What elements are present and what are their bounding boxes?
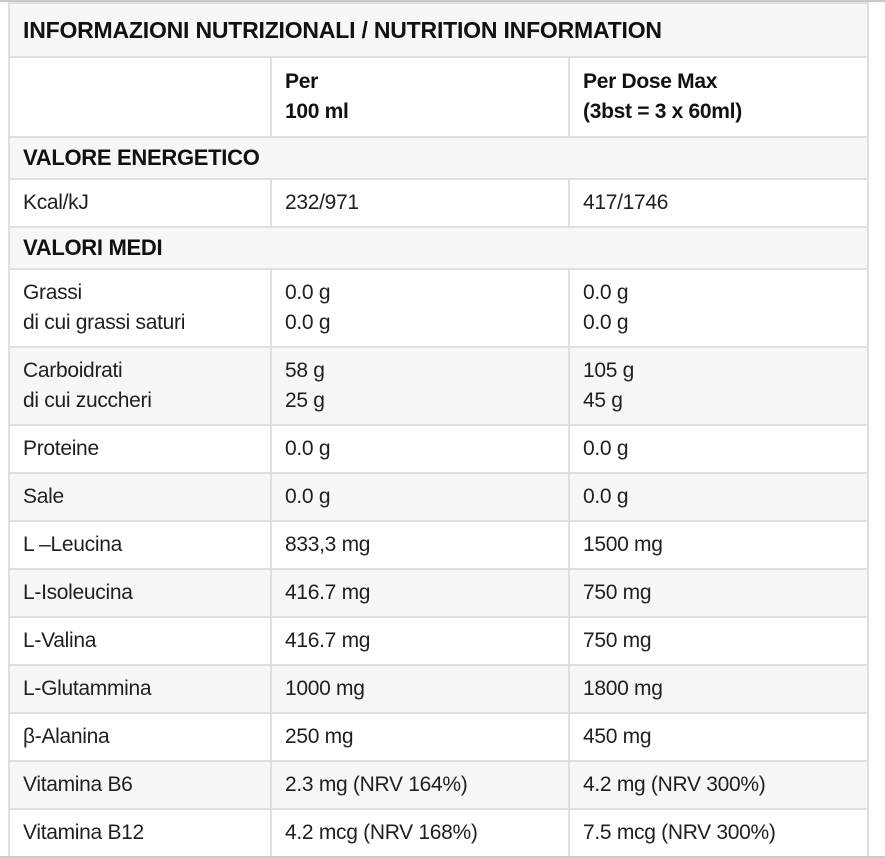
per-100ml-value-cell: 250 mg [270,712,570,762]
table-row: Proteine 0.0 g 0.0 g [8,424,870,474]
nutrient-label-cell: Vitamina B12 [8,808,272,856]
section-header-valori-medi: VALORI MEDI [7,226,870,270]
column-header-per-dose-max: Per Dose Max (3bst = 3 x 60ml) [567,56,870,138]
per-dose-value-cell: 7.5 mcg (NRV 300%) [567,808,870,856]
nutrient-label-cell: L-Valina [8,616,272,666]
per-dose-value-cell: 1800 mg [567,664,870,714]
nutrient-label-cell: Sale [8,472,272,522]
per-100ml-value-cell: 2.3 mg (NRV 164%) [270,760,570,810]
per-100ml-value-cell: 0.0 g 0.0 g [270,268,570,348]
table-row: Carboidrati di cui zuccheri 58 g 25 g 10… [8,346,870,426]
per-dose-value-cell: 105 g 45 g [567,346,870,426]
per-100ml-value-cell: 1000 mg [270,664,570,714]
per-100ml-value-cell: 232/971 [270,178,570,228]
column-header-per-100ml: Per 100 ml [270,56,570,138]
table-title: INFORMAZIONI NUTRIZIONALI / NUTRITION IN… [7,2,870,58]
section-header-valore-energetico: VALORE ENERGETICO [7,136,870,180]
table-row: Kcal/kJ 232/971 417/1746 [8,178,870,228]
per-100ml-value-cell: 416.7 mg [270,616,570,666]
per-dose-value-cell: 750 mg [567,568,870,618]
table-row: L-Glutammina 1000 mg 1800 mg [8,664,870,714]
per-dose-value-cell: 0.0 g [567,424,870,474]
table-row: Grassi di cui grassi saturi 0.0 g 0.0 g … [8,268,870,348]
per-dose-value-cell: 4.2 mg (NRV 300%) [567,760,870,810]
per-100ml-value-cell: 0.0 g [270,424,570,474]
per-100ml-value-cell: 833,3 mg [270,520,570,570]
section-header-row: VALORE ENERGETICO [7,136,870,180]
per-dose-value-cell: 0.0 g [567,472,870,522]
per-dose-value-cell: 417/1746 [567,178,870,228]
nutrient-label-cell: Carboidrati di cui zuccheri [8,346,272,426]
table-title-row: INFORMAZIONI NUTRIZIONALI / NUTRITION IN… [7,2,870,58]
per-dose-value-cell: 0.0 g 0.0 g [567,268,870,348]
section-header-row: VALORI MEDI [7,226,870,270]
table-row: L –Leucina 833,3 mg 1500 mg [8,520,870,570]
table-row: L-Isoleucina 416.7 mg 750 mg [8,568,870,618]
nutrient-label-cell: Kcal/kJ [8,178,272,228]
nutrient-label-cell: L-Isoleucina [8,568,272,618]
table-row: Vitamina B6 2.3 mg (NRV 164%) 4.2 mg (NR… [8,760,870,810]
column-header-empty [8,56,272,138]
nutrient-label-cell: L-Glutammina [8,664,272,714]
nutrient-label-cell: Grassi di cui grassi saturi [8,268,272,348]
table-row: β-Alanina 250 mg 450 mg [8,712,870,762]
per-dose-value-cell: 450 mg [567,712,870,762]
per-dose-value-cell: 750 mg [567,616,870,666]
per-100ml-value-cell: 416.7 mg [270,568,570,618]
nutrition-table: INFORMAZIONI NUTRIZIONALI / NUTRITION IN… [7,2,870,856]
table-row: Vitamina B12 4.2 mcg (NRV 168%) 7.5 mcg … [8,808,870,856]
table-row: L-Valina 416.7 mg 750 mg [8,616,870,666]
per-100ml-value-cell: 58 g 25 g [270,346,570,426]
nutrient-label-cell: β-Alanina [8,712,272,762]
nutrient-label-cell: L –Leucina [8,520,272,570]
table-row: Sale 0.0 g 0.0 g [8,472,870,522]
nutrient-label-cell: Proteine [8,424,272,474]
per-100ml-value-cell: 4.2 mcg (NRV 168%) [270,808,570,856]
per-dose-value-cell: 1500 mg [567,520,870,570]
nutrient-label-cell: Vitamina B6 [8,760,272,810]
per-100ml-value-cell: 0.0 g [270,472,570,522]
column-header-row: Per 100 ml Per Dose Max (3bst = 3 x 60ml… [8,56,870,138]
